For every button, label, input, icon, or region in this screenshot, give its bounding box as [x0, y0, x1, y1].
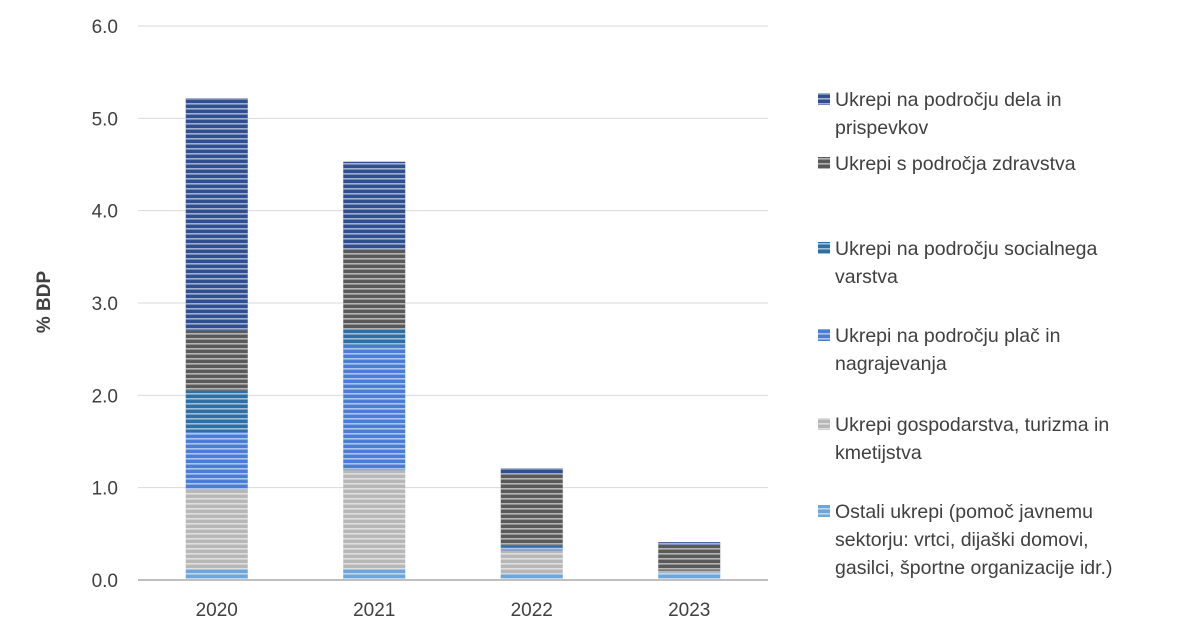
legend-label: sektorju: vrtci, dijaški domovi, — [835, 529, 1089, 551]
bar-segment-stripes — [343, 568, 406, 580]
y-tick-label: 3.0 — [92, 294, 118, 315]
bar-segment-stripes — [185, 330, 248, 391]
y-tick-label: 5.0 — [92, 109, 118, 130]
y-tick-label: 6.0 — [92, 17, 118, 38]
legend-item: Ukrepi na področju plač in nagrajevanja — [818, 325, 1060, 375]
legend-label: varstva — [835, 266, 898, 288]
bars — [185, 98, 721, 580]
bar-segment-stripes — [658, 570, 721, 573]
y-axis-title: % BDP — [34, 271, 55, 334]
bar-segment-stripes — [343, 249, 406, 329]
y-tick-label: 0.0 — [92, 571, 118, 592]
bar-segment-stripes — [343, 470, 406, 569]
legend-swatch-stripes — [818, 157, 830, 169]
legend-label: Ukrepi s področja zdravstva — [835, 153, 1076, 175]
bar-segment-stripes — [343, 345, 406, 471]
legend: Ukrepi na področju dela inprispevkovUkre… — [818, 89, 1112, 579]
bar-segment-stripes — [500, 547, 563, 551]
legend-label: Ostali ukrepi (pomoč javnemu — [835, 501, 1093, 523]
x-category-label: 2021 — [353, 600, 395, 619]
legend-swatch-stripes — [818, 93, 830, 105]
bar-segment-stripes — [658, 572, 721, 580]
y-tick-label: 1.0 — [92, 479, 118, 500]
legend-item: Ostali ukrepi (pomoč javnemu sektorju: vr… — [818, 501, 1112, 579]
x-category-label: 2020 — [196, 600, 238, 619]
bar-segment-stripes — [343, 161, 406, 250]
bar-segment-stripes — [500, 550, 563, 574]
bar-segment-stripes — [185, 568, 248, 580]
legend-label: Ukrepi na področju plač in — [835, 325, 1060, 347]
legend-label: prispevkov — [835, 117, 928, 139]
y-axis-tick-labels: 0.0 1.0 2.0 3.0 4.0 5.0 6.0 — [92, 17, 118, 592]
legend-swatch-stripes — [818, 418, 830, 430]
legend-label: Ukrepi na področju socialnega — [835, 238, 1097, 260]
y-tick-label: 4.0 — [92, 202, 118, 223]
bar-segment-stripes — [500, 545, 563, 548]
legend-swatch-stripes — [818, 329, 830, 341]
bar-segment-stripes — [343, 328, 406, 346]
legend-label: nagrajevanja — [835, 353, 947, 375]
x-category-label: 2023 — [668, 600, 710, 619]
x-category-label: 2022 — [511, 600, 553, 619]
bar-segment-stripes — [500, 573, 563, 580]
legend-item: Ukrepi s področja zdravstva — [818, 153, 1076, 175]
legend-item: Ukrepi gospodarstva, turizma in kmetijstv… — [818, 414, 1109, 464]
x-axis-category-labels: 2020 2021 2022 2023 — [196, 600, 711, 619]
legend-label: gasilci, športne organizacije idr.) — [835, 557, 1112, 579]
bar-segment-stripes — [185, 432, 248, 490]
bar-segment-stripes — [185, 489, 248, 569]
bar-segment-stripes — [500, 468, 563, 474]
legend-swatch-stripes — [818, 242, 830, 254]
legend-item: Ukrepi na področju dela in prispevkov — [818, 89, 1062, 139]
legend-label: Ukrepi gospodarstva, turizma in — [835, 414, 1109, 436]
bar-segment-stripes — [185, 390, 248, 433]
legend-label: Ukrepi na področju dela in — [835, 89, 1062, 111]
legend-item: Ukrepi na področju socialnega varstva — [818, 238, 1097, 288]
y-tick-label: 2.0 — [92, 386, 118, 407]
bar-segment-stripes — [185, 98, 248, 331]
bar-segment-stripes — [658, 542, 721, 545]
bar-segment-stripes — [500, 473, 563, 546]
legend-label: kmetijstva — [835, 442, 922, 464]
legend-swatch-stripes — [818, 505, 830, 517]
bar-segment-stripes — [658, 544, 721, 571]
